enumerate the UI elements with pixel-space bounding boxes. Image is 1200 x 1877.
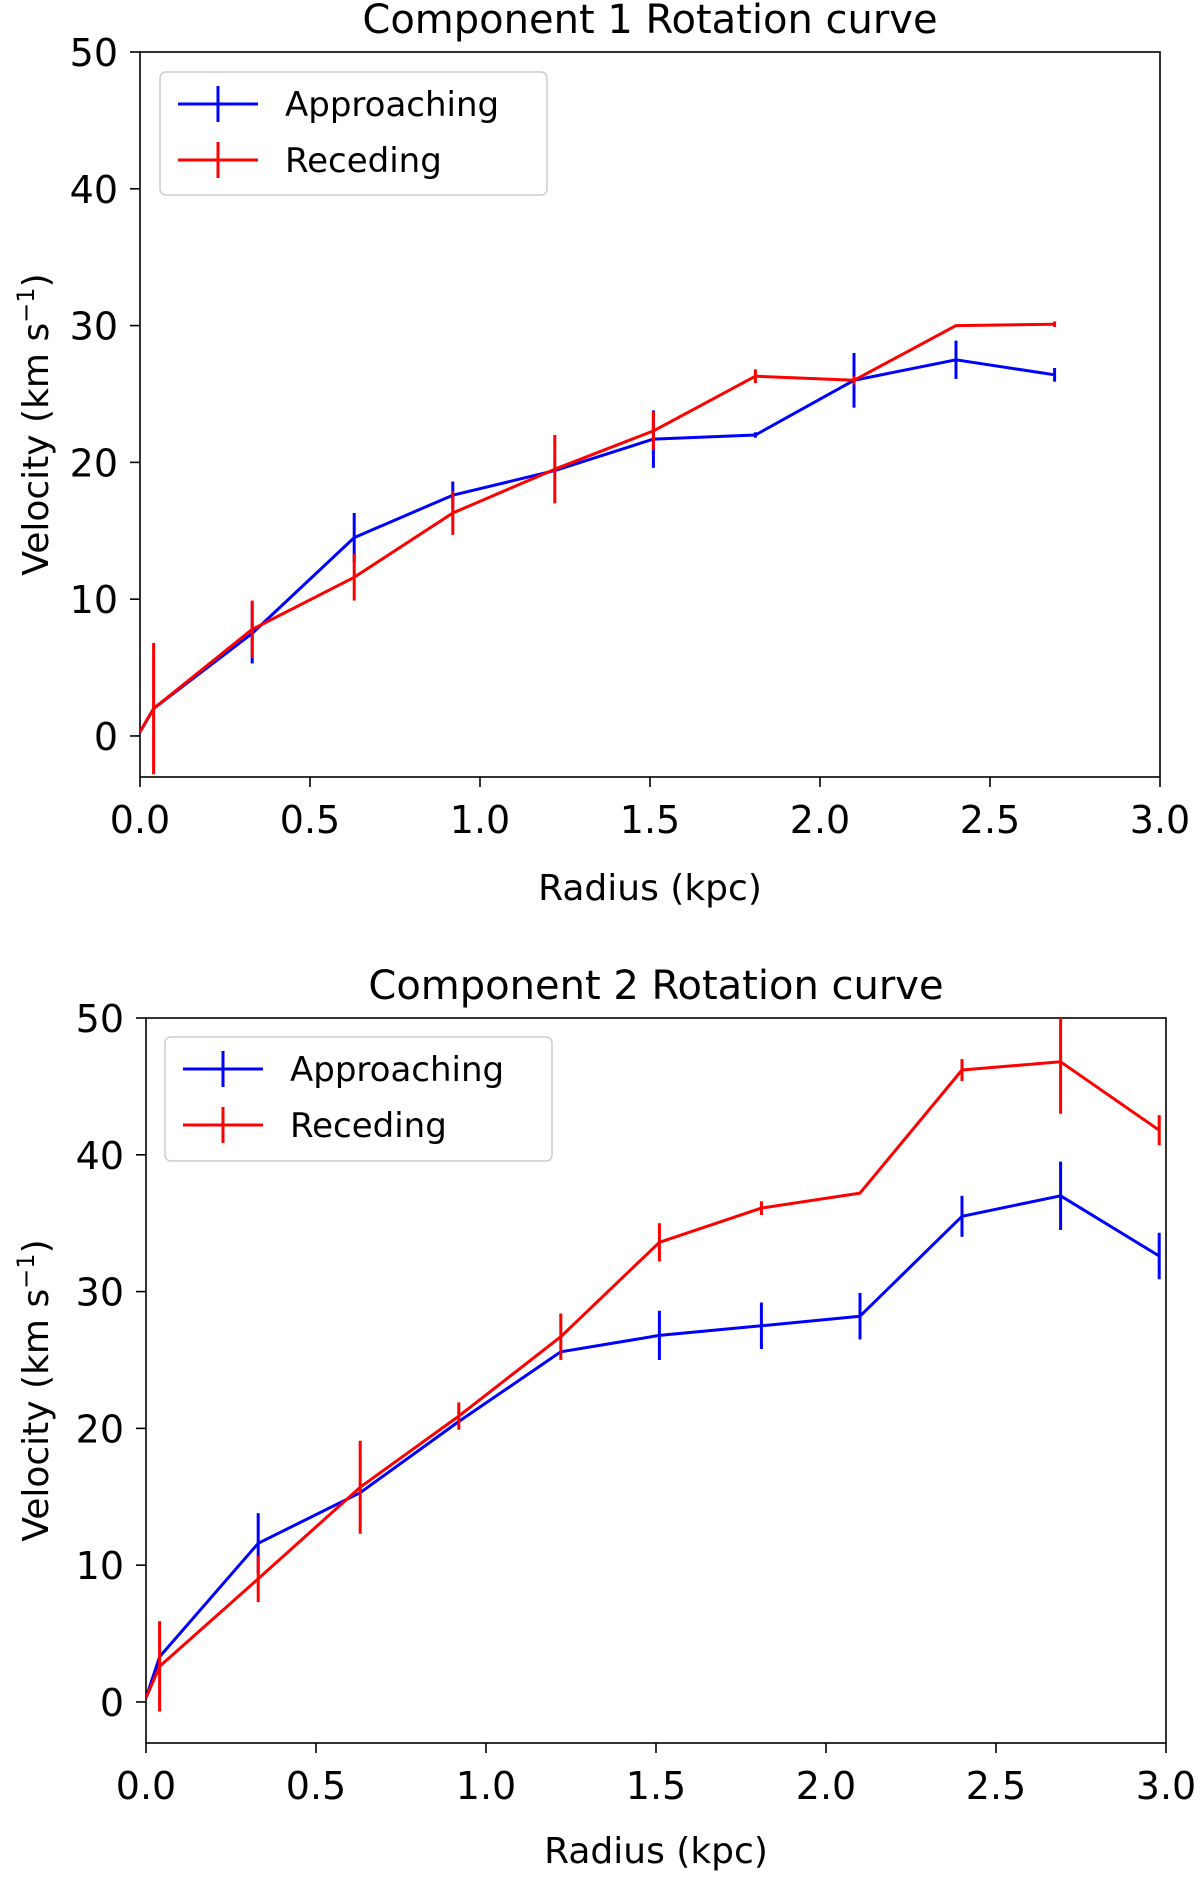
y-axis-label-close: )	[16, 1239, 57, 1253]
x-tick-label: 1.0	[456, 1764, 516, 1808]
plot-area	[146, 1018, 1161, 1712]
y-tick-label: 50	[76, 997, 124, 1041]
y-tick-label: 40	[76, 1134, 124, 1178]
x-tick-label: 3.0	[1136, 1764, 1196, 1808]
y-tick-label: 10	[70, 578, 118, 622]
y-axis-label-exponent: −1	[12, 1253, 40, 1288]
chart-1: Component 1 Rotation curve 0.0 0.5 1.0 1.5 2.…	[12, 0, 1190, 909]
legend-label-approaching: Approaching	[285, 85, 499, 125]
x-tick-label: 1.5	[626, 1764, 686, 1808]
legend-label-receding: Receding	[290, 1106, 447, 1146]
plot-area	[140, 321, 1057, 775]
y-axis-label: Velocity (km s−1)	[12, 273, 57, 575]
x-tick-label: 0.5	[286, 1764, 346, 1808]
legend: Approaching Receding	[164, 1036, 553, 1162]
x-tick-label: 0.5	[280, 798, 340, 842]
legend: Approaching Receding	[159, 71, 548, 196]
x-tick-label: 2.0	[790, 798, 850, 842]
y-axis-label-exponent: −1	[12, 287, 40, 322]
y-axis-label-main: Velocity (km s	[16, 323, 57, 576]
x-axis-label: Radius (kpc)	[544, 1831, 768, 1872]
series-line-approaching	[140, 358, 1055, 733]
y-tick-label: 30	[76, 1271, 124, 1315]
y-tick-label: 20	[76, 1407, 124, 1451]
chart-title: Component 1 Rotation curve	[362, 0, 937, 43]
series-line-receding	[140, 322, 1055, 733]
x-tick-label: 1.0	[450, 798, 510, 842]
y-tick-label: 10	[76, 1544, 124, 1588]
chart-2: Component 2 Rotation curve 0.0 0.5 1.0 1.5 2.…	[12, 963, 1196, 1872]
x-tick-label: 1.5	[620, 798, 680, 842]
x-tick-label: 0.0	[110, 798, 170, 842]
y-tick-label: 50	[70, 31, 118, 75]
x-axis-label: Radius (kpc)	[538, 868, 762, 909]
x-tick-label: 2.5	[960, 798, 1020, 842]
y-tick-label: 0	[94, 715, 118, 759]
legend-label-receding: Receding	[285, 141, 442, 181]
chart-title: Component 2 Rotation curve	[368, 963, 943, 1009]
series-line-receding	[146, 1060, 1161, 1699]
y-axis-label-main: Velocity (km s	[16, 1289, 57, 1542]
x-tick-label: 0.0	[116, 1764, 176, 1808]
y-tick-label: 20	[70, 441, 118, 485]
y-tick-label: 30	[70, 305, 118, 349]
y-axis-label-close: )	[16, 273, 57, 287]
series-line-approaching	[146, 1194, 1160, 1699]
x-tick-label: 3.0	[1130, 798, 1190, 842]
y-tick-label: 40	[70, 168, 118, 212]
x-tick-label: 2.0	[796, 1764, 856, 1808]
legend-label-approaching: Approaching	[290, 1050, 504, 1090]
y-tick-label: 0	[100, 1681, 124, 1725]
y-axis-label: Velocity (km s−1)	[12, 1239, 57, 1541]
x-tick-label: 2.5	[966, 1764, 1026, 1808]
